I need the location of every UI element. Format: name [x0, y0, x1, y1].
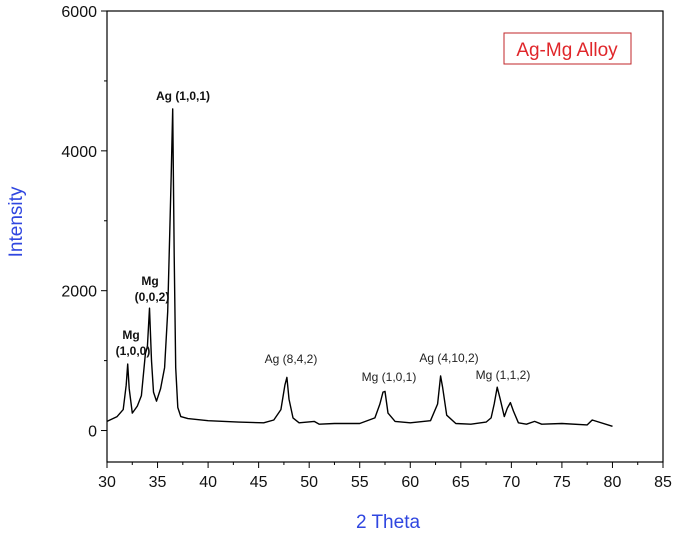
x-tick-label: 50 [300, 474, 318, 491]
x-axis-title: 2 Theta [356, 512, 421, 533]
x-tick-label: 30 [98, 474, 116, 491]
legend-border [503, 32, 632, 65]
y-tick-label: 4000 [61, 144, 97, 161]
y-tick-label: 2000 [61, 284, 97, 301]
annotation-mg-002-line1: Mg [141, 274, 158, 288]
annotation-ag-101: Ag (1,0,1) [156, 89, 210, 103]
annotation-ag-4102: Ag (4,10,2) [419, 351, 478, 365]
x-tick-label: 40 [199, 474, 217, 491]
annotation-ag-842: Ag (8,4,2) [265, 352, 318, 366]
x-tick-label: 55 [351, 474, 369, 491]
peak-annotations: Ag (1,0,1) Mg (0,0,2) Mg (1,0,0) Ag (8,4… [116, 89, 531, 384]
x-tick-label: 80 [604, 474, 622, 491]
plot-frame [106, 10, 664, 463]
annotation-mg-100-line1: Mg [122, 328, 139, 342]
x-tick-label: 65 [452, 474, 470, 491]
y-tick-label: 6000 [61, 4, 97, 21]
axis-ticks [101, 10, 664, 468]
legend-label: Ag-Mg Alloy [516, 40, 618, 61]
axis-tick-labels: 30 35 40 45 50 55 60 65 70 75 80 85 0 2000 4000 6000 [61, 4, 672, 491]
x-tick-label: 60 [401, 474, 419, 491]
x-tick-label: 35 [149, 474, 167, 491]
y-tick-label: 0 [88, 424, 97, 441]
x-tick-label: 70 [502, 474, 520, 491]
y-axis-title: Intensity [6, 186, 27, 257]
annotation-mg-100-line2: (1,0,0) [116, 344, 151, 358]
x-tick-label: 75 [553, 474, 571, 491]
annotation-mg-002-line2: (0,0,2) [135, 290, 170, 304]
annotation-mg-101: Mg (1,0,1) [362, 370, 417, 384]
x-tick-label: 45 [250, 474, 268, 491]
legend-box: Ag-Mg Alloy [503, 32, 632, 65]
x-tick-label: 85 [654, 474, 672, 491]
series-line-ag-mg-alloy [106, 108, 613, 427]
annotation-mg-112: Mg (1,1,2) [476, 368, 531, 382]
